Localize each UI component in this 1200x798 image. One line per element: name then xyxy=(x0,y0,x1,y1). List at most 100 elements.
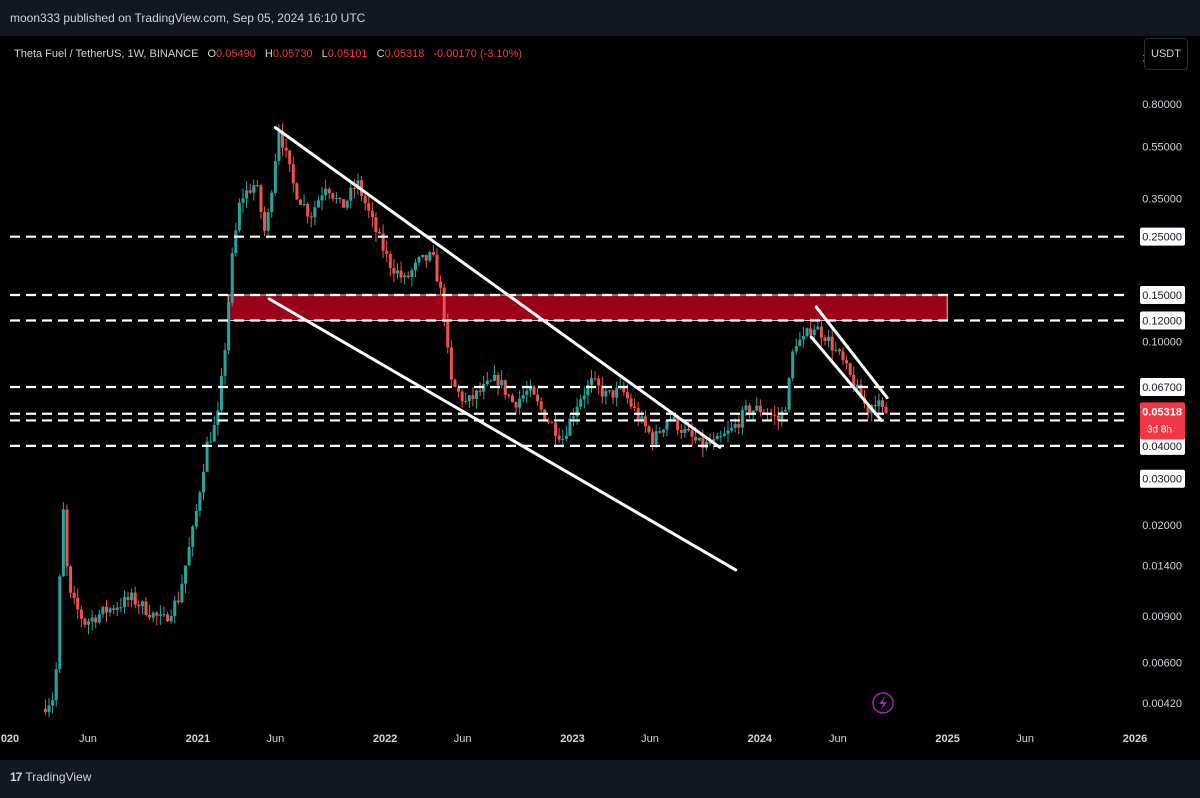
trendline[interactable] xyxy=(814,305,889,400)
candle-body xyxy=(773,414,777,416)
symbol-title[interactable]: Theta Fuel / TetherUS, 1W, BINANCE xyxy=(14,48,199,60)
candle-body xyxy=(546,421,550,423)
candle-body xyxy=(345,200,349,208)
candle-body xyxy=(460,391,464,402)
candle-body xyxy=(87,621,91,625)
lightning-icon[interactable] xyxy=(872,692,894,714)
candle-body xyxy=(148,615,152,618)
chart-area[interactable] xyxy=(0,36,1200,760)
candle xyxy=(406,271,410,279)
candle xyxy=(374,212,378,242)
candle-body xyxy=(151,612,155,618)
candle-body xyxy=(611,390,615,398)
candle xyxy=(873,395,877,414)
candle xyxy=(532,384,536,396)
candle xyxy=(227,300,231,355)
candle-body xyxy=(845,360,849,364)
candle xyxy=(564,425,568,442)
candle xyxy=(787,377,791,413)
candle-body xyxy=(568,418,572,436)
candle-body xyxy=(338,197,342,200)
candle-body xyxy=(478,390,482,392)
candle-body xyxy=(162,614,166,616)
candle xyxy=(633,398,637,412)
candle-body xyxy=(424,254,428,261)
candle-body xyxy=(676,416,680,431)
candle xyxy=(471,387,475,406)
tradingview-brand[interactable]: 17 TradingView xyxy=(10,770,91,784)
candle-body xyxy=(528,386,532,391)
candle xyxy=(805,327,809,338)
currency-button[interactable]: USDT xyxy=(1144,38,1188,70)
candle-body xyxy=(349,187,353,201)
candle-body xyxy=(503,380,507,395)
candle xyxy=(331,192,335,202)
candle xyxy=(661,429,665,438)
ohlc-legend: Theta Fuel / TetherUS, 1W, BINANCE O0.05… xyxy=(14,48,522,60)
candle-body xyxy=(593,378,597,380)
y-tick-label: 0.25000 xyxy=(1142,232,1182,244)
candle-body xyxy=(252,185,256,193)
candle-body xyxy=(672,416,676,419)
candle-body xyxy=(514,402,518,408)
candle-body xyxy=(780,411,784,421)
candle-body xyxy=(464,401,468,403)
candle-body xyxy=(155,612,159,616)
candle-body xyxy=(823,337,827,341)
candle xyxy=(762,409,766,414)
candle-body xyxy=(273,161,277,193)
candle-body xyxy=(284,147,288,151)
candle xyxy=(880,397,884,414)
candle xyxy=(122,590,126,614)
candle xyxy=(87,618,91,635)
candle xyxy=(104,599,108,622)
candle-body xyxy=(690,430,694,437)
candle-body xyxy=(245,190,249,199)
candle xyxy=(798,331,802,347)
candle xyxy=(834,342,838,353)
candle xyxy=(83,617,87,628)
candle-body xyxy=(237,202,241,231)
candle xyxy=(600,376,604,404)
price-chart[interactable]: 1.200000.800000.550000.350000.250000.150… xyxy=(0,0,1200,760)
candle-body xyxy=(694,436,698,441)
candle xyxy=(54,662,58,707)
candle-body xyxy=(76,597,80,610)
candle xyxy=(855,379,859,390)
trendline[interactable] xyxy=(273,126,722,449)
candle-body xyxy=(363,195,367,204)
candle-body xyxy=(352,187,356,189)
candle xyxy=(61,502,65,577)
candle-body xyxy=(259,185,263,212)
candle-body xyxy=(101,606,105,615)
candle-body xyxy=(342,199,346,208)
candle-body xyxy=(848,363,852,375)
candle xyxy=(395,263,399,280)
candle-body xyxy=(877,400,881,407)
candle-body xyxy=(507,394,511,396)
candle-body xyxy=(622,386,626,393)
candle xyxy=(841,347,845,365)
candle-body xyxy=(112,608,116,610)
candle-body xyxy=(827,336,831,341)
trendline[interactable] xyxy=(267,297,738,572)
trendline[interactable] xyxy=(809,335,883,422)
candle-body xyxy=(327,188,331,194)
candle-body xyxy=(586,384,590,396)
close-label: C xyxy=(376,48,385,60)
candle xyxy=(234,222,238,257)
candle xyxy=(449,340,453,388)
y-tick-label: 0.12000 xyxy=(1142,315,1182,327)
candle-body xyxy=(532,386,536,395)
candle xyxy=(51,692,55,714)
candle xyxy=(306,201,310,224)
candle xyxy=(651,428,655,451)
candle-body xyxy=(500,380,504,386)
candle xyxy=(270,189,274,218)
candle xyxy=(500,370,504,389)
resistance-zone[interactable] xyxy=(227,294,948,321)
candle xyxy=(367,196,371,219)
candle xyxy=(345,199,349,211)
candle-body xyxy=(79,609,83,619)
candle xyxy=(137,600,141,615)
